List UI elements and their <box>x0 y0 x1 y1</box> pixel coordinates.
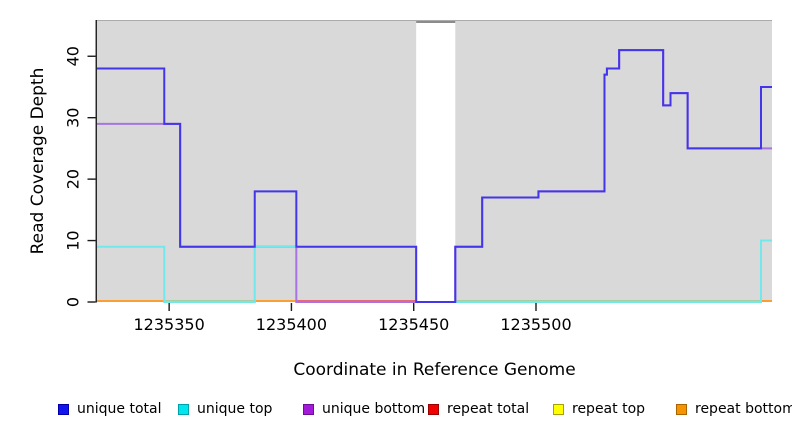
legend-item-repeat-top: repeat top <box>553 399 645 419</box>
unique-bottom-swatch-icon <box>303 403 314 415</box>
y-tick-label: 10 <box>64 230 83 250</box>
legend-label-repeat-top: repeat top <box>572 401 646 417</box>
legend-item-unique-total: unique total <box>58 399 161 419</box>
y-axis-title: Read Coverage Depth <box>28 67 48 255</box>
legend-label-unique-top: unique top <box>197 401 273 417</box>
legend-item-repeat-total: repeat total <box>428 399 529 419</box>
legend-label-unique-total: unique total <box>77 401 162 417</box>
legend-label-repeat-total: repeat total <box>447 401 530 417</box>
legend-label-repeat-bottom: repeat bottom <box>695 401 792 417</box>
repeat-bottom-swatch-icon <box>676 403 687 415</box>
y-tick-label: 0 <box>64 297 83 307</box>
y-tick-label: 40 <box>64 46 83 66</box>
y-tick-label: 30 <box>64 108 83 128</box>
y-tick-label: 20 <box>64 169 83 189</box>
series-unique-total <box>97 49 772 303</box>
x-tick-label: 1235450 <box>378 315 449 334</box>
unique-total-swatch-icon <box>58 403 69 415</box>
legend-item-repeat-bottom: repeat bottom <box>676 399 792 419</box>
unique-top-swatch-icon <box>178 403 189 415</box>
legend-label-unique-bottom: unique bottom <box>322 401 426 417</box>
repeat-total-swatch-icon <box>428 403 439 415</box>
legend-item-unique-top: unique top <box>178 399 272 419</box>
masked-region <box>416 21 456 302</box>
x-axis-title: Coordinate in Reference Genome <box>293 360 576 380</box>
x-tick-label: 1235350 <box>134 315 205 334</box>
chart-legend: unique total unique top unique bottom re… <box>0 399 792 421</box>
legend-item-unique-bottom: unique bottom <box>303 399 425 419</box>
x-tick-label: 1235400 <box>256 315 327 334</box>
repeat-top-swatch-icon <box>553 403 564 415</box>
x-tick-label: 1235500 <box>500 315 571 334</box>
